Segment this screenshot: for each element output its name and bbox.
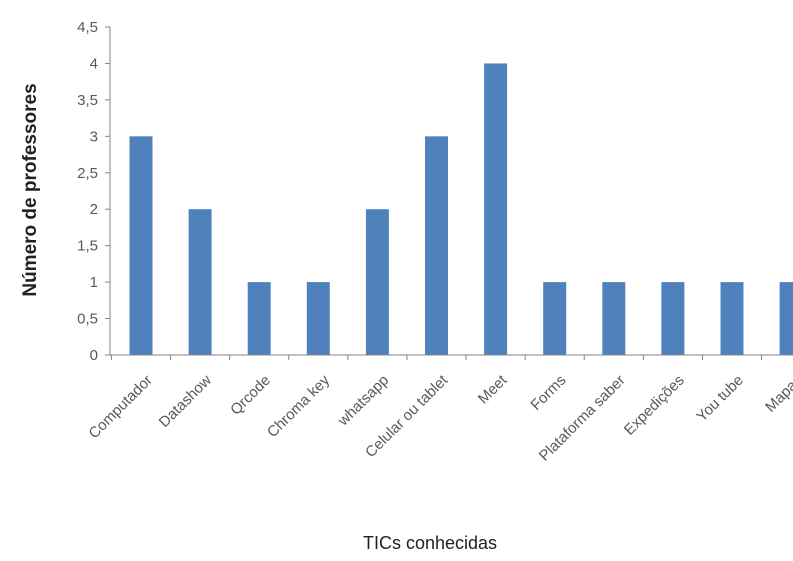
y-tick-label: 2,5 bbox=[77, 165, 98, 182]
x-tick-label: You tube bbox=[693, 372, 747, 426]
y-tick-label: 2 bbox=[90, 201, 98, 218]
y-tick-label: 4 bbox=[90, 55, 98, 72]
y-axis: 0 0,5 1 1,5 2 2,5 3 3,5 4 4,5 bbox=[77, 19, 111, 364]
bars bbox=[129, 63, 793, 355]
x-axis-label: TICs conhecidas bbox=[363, 533, 497, 553]
bar bbox=[306, 282, 330, 355]
x-tick-label: Computador bbox=[85, 372, 155, 442]
y-tick-label: 4,5 bbox=[77, 19, 98, 36]
x-tick-label: Datashow bbox=[156, 372, 215, 431]
bar bbox=[543, 282, 567, 355]
y-tick-label: 3,5 bbox=[77, 92, 98, 109]
bar bbox=[129, 136, 153, 355]
y-tick-label: 0 bbox=[90, 347, 98, 364]
y-axis-label: Número de professores bbox=[20, 83, 41, 296]
bar bbox=[365, 209, 389, 355]
bar bbox=[188, 209, 212, 355]
x-tick-label: Qrcode bbox=[227, 372, 274, 419]
x-tick-label: Mapas bbox=[762, 372, 793, 416]
bar bbox=[779, 282, 793, 355]
bar bbox=[720, 282, 744, 355]
y-tick-label: 0,5 bbox=[77, 311, 98, 328]
bar bbox=[661, 282, 685, 355]
x-tick-label: Chroma key bbox=[264, 371, 334, 441]
x-tick-label: whatsapp bbox=[334, 372, 392, 430]
x-tick-label: Meet bbox=[475, 371, 511, 407]
x-tick-label: Expedições bbox=[621, 372, 688, 439]
bar bbox=[425, 136, 448, 355]
y-tick-label: 1,5 bbox=[77, 238, 98, 255]
bar bbox=[484, 63, 508, 355]
x-tick-label: Forms bbox=[527, 372, 569, 414]
bar bbox=[602, 282, 626, 355]
bar bbox=[247, 282, 271, 355]
y-tick-label: 1 bbox=[90, 274, 98, 291]
y-tick-label: 3 bbox=[90, 128, 98, 145]
